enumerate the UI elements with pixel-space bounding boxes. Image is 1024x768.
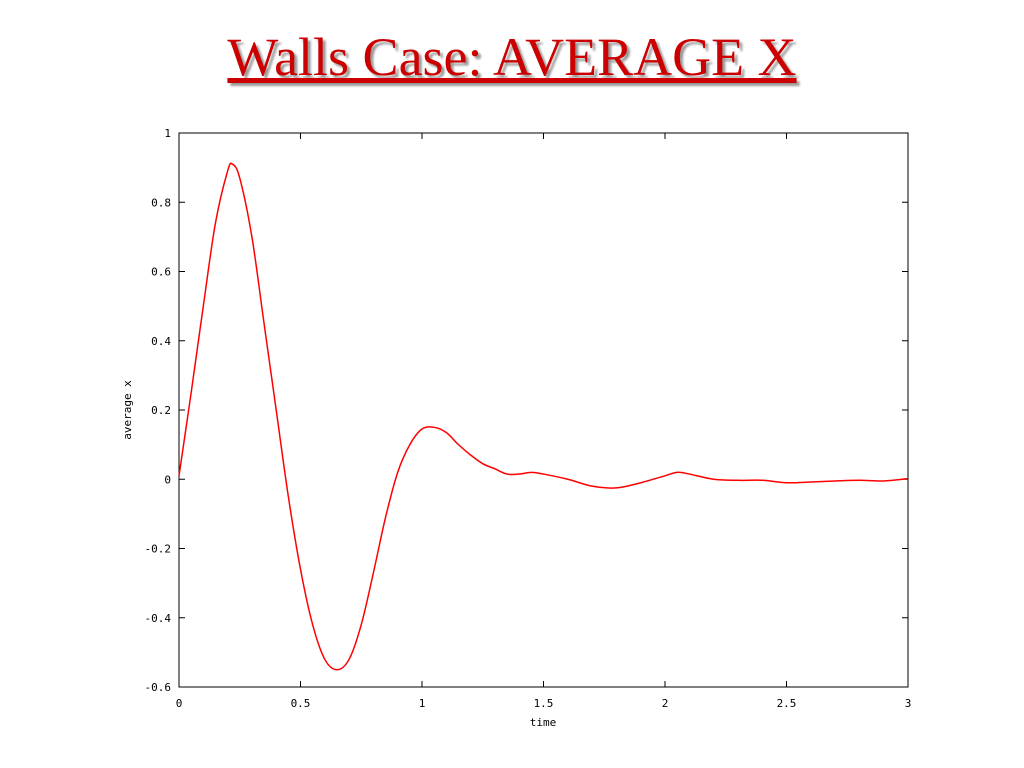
y-tick-label: 0.8 (151, 196, 171, 209)
y-tick-label: 1 (164, 127, 171, 140)
x-tick-label: 1 (419, 697, 426, 710)
y-tick-label: 0.2 (151, 404, 171, 417)
x-tick-label: 3 (905, 697, 912, 710)
y-tick-label: -0.6 (145, 681, 172, 694)
data-line (178, 162, 909, 671)
x-tick-label: 0.5 (291, 697, 311, 710)
y-tick-label: 0.6 (151, 266, 171, 279)
plot-frame (178, 132, 909, 688)
x-tick-label: 2.5 (777, 697, 797, 710)
y-tick-label: 0 (164, 473, 171, 486)
slide-title: Walls Case: AVERAGE X (227, 27, 797, 87)
x-tick-label: 0 (176, 697, 183, 710)
x-tick-label: 2 (662, 697, 669, 710)
x-tick-label: 1.5 (534, 697, 554, 710)
y-axis-label: average x (121, 380, 134, 440)
y-tick-label: -0.2 (145, 543, 172, 556)
y-tick-label: 0.4 (151, 335, 171, 348)
x-axis-label: time (530, 716, 557, 729)
y-tick-label: -0.4 (145, 612, 172, 625)
